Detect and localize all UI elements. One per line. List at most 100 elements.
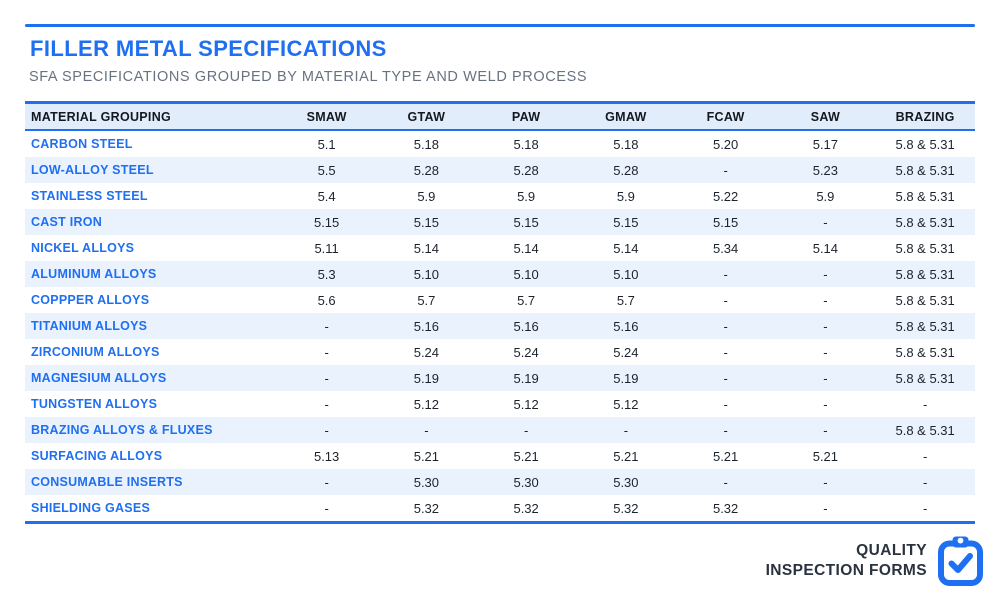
value-cell: 5.18: [613, 136, 639, 152]
value-cell: 5.15: [413, 214, 440, 230]
value-cell: 5.11: [314, 240, 339, 256]
value-cell: 5.34: [712, 240, 739, 256]
value-cell: 5.21: [413, 448, 440, 464]
value-cell: 5.30: [413, 474, 440, 490]
material-cell: TUNGSTEN ALLOYS: [31, 397, 158, 411]
table-row: SURFACING ALLOYS 5.13 5.21 5.21 5.21 5.21 5.21…: [25, 443, 975, 469]
value-cell: 5.15: [313, 214, 340, 230]
value-cell: 5.14: [513, 240, 539, 256]
value-cell: 5.8 & 5.31: [895, 162, 955, 178]
header-row: MATERIAL GROUPING SMAW GTAW PAW GMAW FCAW SAW B…: [25, 102, 975, 130]
table-row: LOW-ALLOY STEEL 5.5 5.28 5.28 5.28 - 5.23 5.8 &…: [25, 157, 975, 183]
value-cell: 5.12: [513, 396, 539, 412]
table-row: NICKEL ALLOYS 5.11 5.14 5.14 5.14 5.34 5.14 5.8…: [25, 235, 975, 261]
value-cell: -: [324, 318, 329, 334]
value-cell: 5.32: [712, 500, 739, 516]
value-cell: 5.32: [613, 500, 639, 516]
value-cell: 5.8 & 5.31: [895, 188, 955, 204]
value-cell: 5.8 & 5.31: [895, 292, 955, 308]
value-cell: 5.14: [613, 240, 639, 256]
value-cell: 5.9: [517, 188, 536, 204]
value-cell: 5.8 & 5.31: [895, 422, 955, 438]
value-cell: 5.20: [712, 136, 739, 152]
value-cell: 5.6: [317, 292, 336, 308]
value-cell: -: [324, 344, 329, 360]
value-cell: -: [324, 474, 329, 490]
value-cell: -: [324, 500, 329, 516]
value-cell: -: [823, 318, 828, 334]
value-cell: 5.30: [613, 474, 639, 490]
table-row: ZIRCONIUM ALLOYS - 5.24 5.24 5.24 - - 5.8 & 5.3…: [25, 339, 975, 365]
value-cell: 5.32: [413, 500, 440, 516]
value-cell: 5.7: [517, 292, 536, 308]
column-header-smaw: SMAW: [306, 109, 347, 124]
column-header-paw: PAW: [511, 109, 541, 124]
brand-line1: QUALITY: [856, 542, 927, 559]
value-cell: 5.15: [613, 214, 639, 230]
value-cell: -: [723, 318, 728, 334]
value-cell: 5.14: [413, 240, 440, 256]
value-cell: -: [723, 292, 728, 308]
value-cell: 5.14: [812, 240, 839, 256]
value-cell: -: [723, 162, 728, 178]
table-row: STAINLESS STEEL 5.4 5.9 5.9 5.9 5.22 5.9 5.8 & …: [25, 183, 975, 209]
material-cell: CAST IRON: [31, 215, 102, 229]
value-cell: 5.7: [616, 292, 635, 308]
value-cell: 5.18: [513, 136, 539, 152]
value-cell: 5.12: [413, 396, 440, 412]
value-cell: 5.28: [613, 162, 639, 178]
page-subtitle: SFA SPECIFICATIONS GROUPED BY MATERIAL T…: [29, 69, 588, 85]
value-cell: 5.9: [616, 188, 635, 204]
material-cell: STAINLESS STEEL: [31, 189, 148, 203]
table-row: SHIELDING GASES - 5.32 5.32 5.32 5.32 - -: [25, 495, 975, 523]
value-cell: -: [922, 474, 928, 490]
value-cell: 5.10: [413, 266, 440, 282]
brand-wordmark: QUALITY INSPECTION FORMS: [766, 541, 927, 581]
value-cell: 5.15: [712, 214, 739, 230]
value-cell: -: [922, 396, 928, 412]
value-cell: -: [723, 422, 728, 438]
value-cell: -: [823, 500, 828, 516]
material-cell: CONSUMABLE INSERTS: [31, 475, 183, 489]
value-cell: 5.21: [613, 448, 639, 464]
material-cell: COPPPER ALLOYS: [31, 293, 150, 307]
value-cell: -: [823, 370, 828, 386]
spec-table: MATERIAL GROUPING SMAW GTAW PAW GMAW FCAW SAW B…: [25, 101, 975, 524]
table-row: BRAZING ALLOYS & FLUXES - - - - - - 5.8 & 5.31: [25, 417, 975, 443]
value-cell: 5.28: [513, 162, 539, 178]
value-cell: 5.24: [613, 344, 639, 360]
value-cell: 5.7: [417, 292, 436, 308]
material-cell: ZIRCONIUM ALLOYS: [31, 345, 160, 359]
top-divider: [25, 24, 975, 27]
value-cell: 5.12: [613, 396, 639, 412]
value-cell: -: [723, 266, 728, 282]
table-row: MAGNESIUM ALLOYS - 5.19 5.19 5.19 - - 5.8 & 5.3…: [25, 365, 975, 391]
value-cell: -: [723, 370, 728, 386]
value-cell: -: [823, 266, 828, 282]
value-cell: 5.4: [317, 188, 336, 204]
value-cell: -: [623, 422, 629, 438]
material-cell: SURFACING ALLOYS: [31, 449, 163, 463]
brand-footer: QUALITY INSPECTION FORMS: [766, 536, 984, 586]
value-cell: 5.16: [513, 318, 539, 334]
value-cell: 5.15: [513, 214, 539, 230]
material-cell: MAGNESIUM ALLOYS: [31, 371, 167, 385]
value-cell: -: [523, 422, 529, 438]
value-cell: 5.21: [812, 448, 839, 464]
value-cell: -: [723, 396, 728, 412]
material-cell: TITANIUM ALLOYS: [31, 319, 148, 333]
value-cell: -: [324, 422, 329, 438]
value-cell: 5.10: [513, 266, 539, 282]
value-cell: 5.1: [317, 136, 336, 152]
value-cell: -: [823, 422, 828, 438]
column-header-saw: SAW: [810, 109, 841, 124]
material-cell: LOW-ALLOY STEEL: [31, 163, 154, 177]
value-cell: 5.19: [513, 370, 539, 386]
value-cell: 5.5: [317, 162, 336, 178]
table-row: CARBON STEEL 5.1 5.18 5.18 5.18 5.20 5.17 5.8 &…: [25, 130, 975, 157]
value-cell: 5.17: [812, 136, 839, 152]
value-cell: -: [424, 422, 429, 438]
value-cell: 5.19: [613, 370, 639, 386]
material-cell: CARBON STEEL: [31, 137, 133, 151]
